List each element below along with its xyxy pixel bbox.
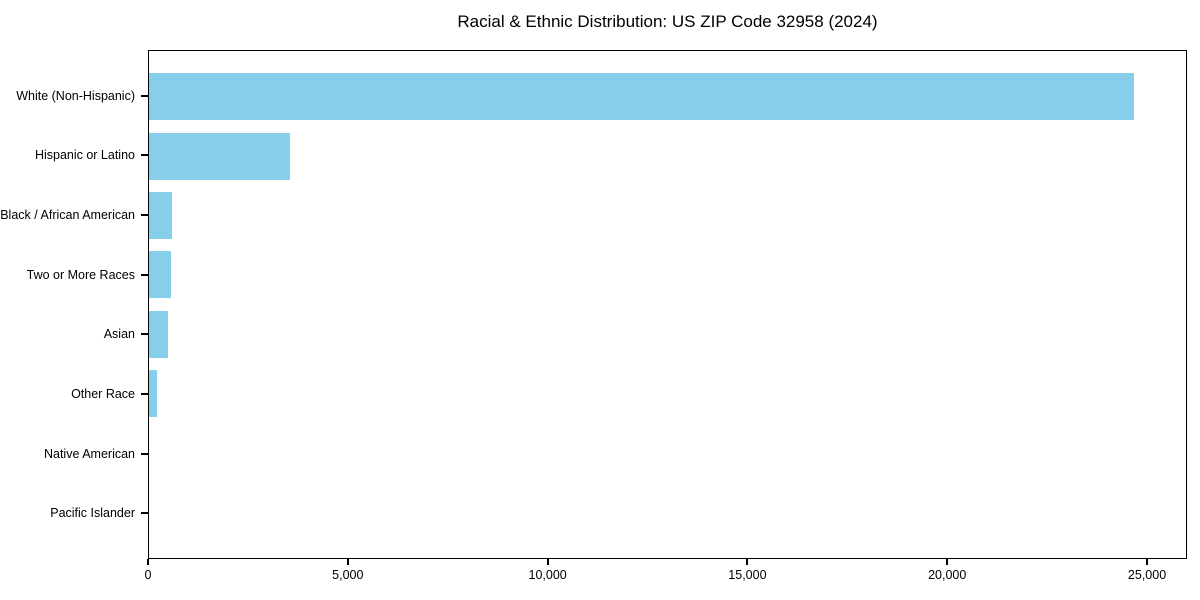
y-tick-label: Hispanic or Latino — [34, 148, 135, 163]
y-tick-mark — [141, 273, 148, 276]
y-tick-mark — [141, 452, 148, 455]
y-tick-mark — [141, 154, 148, 157]
y-tick-label: Native American — [43, 446, 135, 461]
bar-row — [149, 126, 1186, 185]
chart-title: Racial & Ethnic Distribution: US ZIP Cod… — [457, 12, 878, 31]
y-tick-row: Asian — [0, 305, 148, 365]
x-tick-mark — [546, 559, 549, 565]
x-tick-label: 0 — [144, 568, 152, 582]
y-tick-row: White (Non-Hispanic) — [0, 66, 148, 126]
y-tick-label: Other Race — [71, 386, 135, 401]
y-axis: White (Non-Hispanic) Hispanic or Latino Bl… — [0, 50, 148, 559]
y-tick-label: White (Non-Hispanic) — [16, 88, 135, 103]
y-tick-mark — [141, 214, 148, 217]
x-tick-label: 15,000 — [728, 568, 767, 582]
x-tick-mark — [1146, 559, 1149, 565]
x-axis: 0 5,000 10,000 15,000 20,000 25,000 — [144, 559, 1187, 599]
bar — [149, 310, 169, 358]
y-tick-mark — [141, 512, 148, 515]
x-tick-mark — [746, 559, 749, 565]
y-tick-label: Two or More Races — [26, 267, 135, 282]
bar — [149, 251, 171, 299]
bar-row — [149, 67, 1186, 126]
bar-row — [149, 186, 1186, 245]
x-tick-mark — [147, 559, 149, 565]
bars-container — [149, 51, 1186, 558]
y-tick-row: Hispanic or Latino — [0, 126, 148, 186]
bar-row — [149, 245, 1186, 304]
bar — [149, 370, 158, 418]
y-tick-mark — [141, 94, 148, 97]
bar-row — [149, 483, 1186, 542]
x-tick-label: 5,000 — [332, 568, 364, 582]
y-tick-label: Asian — [103, 327, 135, 342]
y-tick-row: Pacific Islander — [0, 483, 148, 543]
bar-row — [149, 305, 1186, 364]
y-tick-label: Black / African American — [0, 208, 135, 223]
x-tick-mark — [346, 559, 349, 565]
bar — [149, 132, 290, 180]
y-tick-label: Pacific Islander — [50, 506, 135, 521]
y-tick-mark — [141, 333, 148, 336]
bar — [149, 73, 1135, 121]
x-tick-label: 10,000 — [528, 568, 567, 582]
plot-area — [148, 50, 1187, 559]
x-tick-label: 20,000 — [928, 568, 967, 582]
y-tick-mark — [141, 392, 148, 395]
x-tick-mark — [946, 559, 949, 565]
x-tick-label: 25,000 — [1127, 568, 1167, 582]
y-tick-row: Black / African American — [0, 185, 148, 245]
bar-row — [149, 423, 1186, 482]
y-tick-row: Other Race — [0, 364, 148, 424]
y-tick-row: Native American — [0, 424, 148, 484]
y-tick-row: Two or More Races — [0, 245, 148, 305]
bar-row — [149, 364, 1186, 423]
bar — [149, 191, 173, 239]
